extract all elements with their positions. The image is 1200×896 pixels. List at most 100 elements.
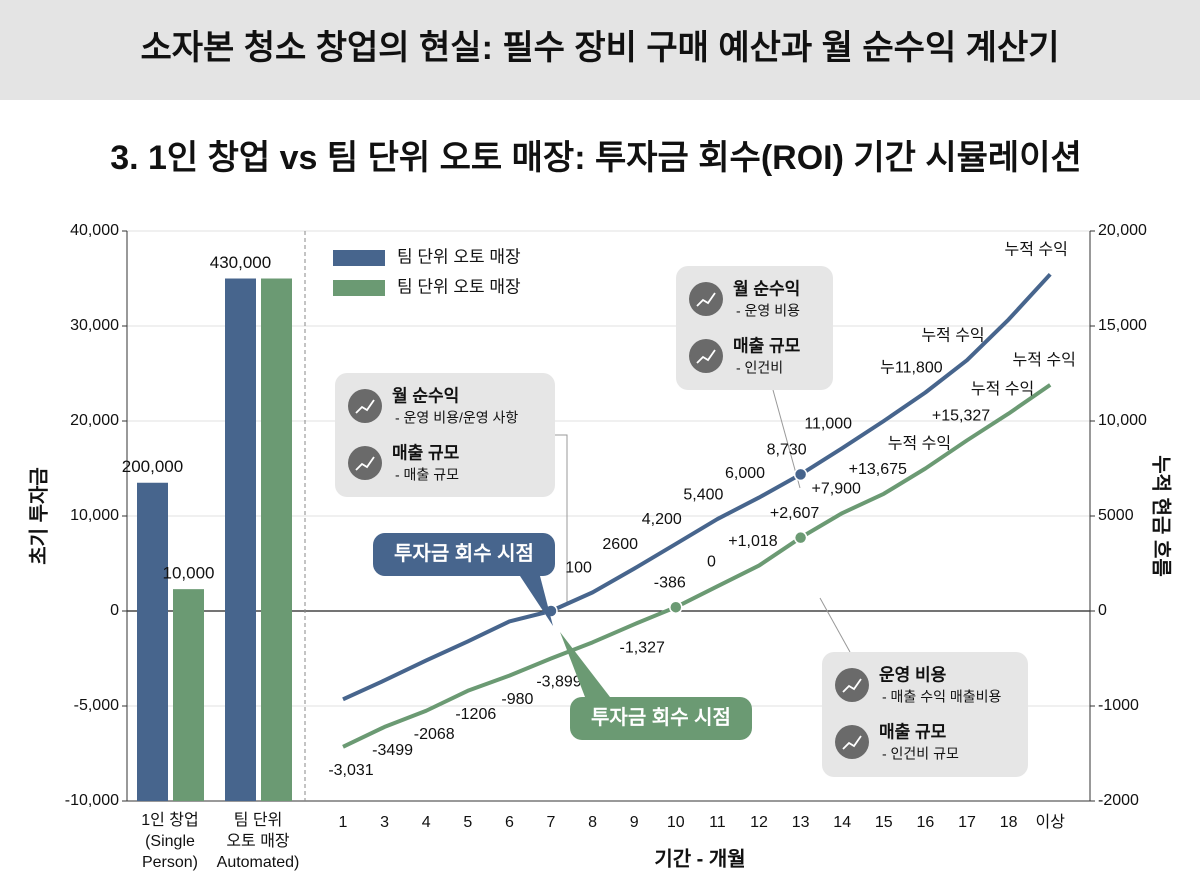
point-label: +2,607 — [770, 505, 819, 522]
x-tick-label: 16 — [917, 814, 935, 831]
point-marker — [669, 600, 683, 614]
callout-sub: - 운영 비용/운영 사항 — [395, 410, 518, 426]
line — [342, 272, 1052, 702]
callout-icon — [348, 389, 382, 423]
callout-icon-glyph — [842, 678, 862, 693]
y-tick-label: 0 — [110, 602, 119, 619]
x-tick-label: 8 — [588, 814, 597, 831]
callout-leader — [555, 434, 568, 605]
point-marker — [793, 530, 808, 545]
x-tick-label: 7 — [547, 814, 556, 831]
callout-heading: 운영 비용 — [879, 665, 947, 684]
x-tick-label: 이상 — [1035, 813, 1065, 831]
legend-swatch — [333, 250, 385, 266]
x-tick-label: 10 — [667, 814, 685, 831]
y-tick-label: 40,000 — [70, 222, 119, 239]
header-band — [0, 0, 1200, 100]
point-label: 5,400 — [683, 486, 723, 503]
point-label: -2068 — [414, 726, 455, 743]
legend-label: 팀 단위 오토 매장 — [397, 247, 521, 266]
breakeven-bubble — [570, 697, 752, 740]
callout-pointer — [520, 576, 553, 626]
y2-tick-label: -1000 — [1098, 697, 1139, 714]
x-tick-label: 14 — [833, 814, 851, 831]
x-tick-label: 6 — [505, 814, 514, 831]
bar-label: 10,000 — [163, 564, 215, 583]
x-tick-label: 12 — [750, 814, 768, 831]
breakeven-label: 투자금 회수 시점 — [394, 542, 534, 565]
legend-swatch — [333, 280, 385, 296]
point-label: 누적 수익 — [888, 435, 951, 453]
x-tick-label: 팀 단위 오토 매장 Automated) — [216, 812, 300, 871]
x-tick-label: 9 — [630, 814, 639, 831]
y2-tick-label: 20,000 — [1098, 222, 1147, 239]
x-axis-label: 기간 - 개월 — [654, 847, 745, 870]
point-label: -3,031 — [328, 762, 373, 779]
bar — [137, 482, 168, 801]
breakeven-label: 투자금 회수 시점 — [591, 706, 731, 729]
callout-icon-glyph — [696, 292, 716, 307]
breakeven-bubble — [373, 533, 555, 576]
y2-tick-label: -2000 — [1098, 792, 1139, 809]
callout-icon-glyph — [355, 399, 375, 414]
bar — [225, 278, 256, 801]
point-label: +15,327 — [932, 408, 990, 425]
callout-box — [822, 652, 1028, 777]
page-header: 소자본 청소 창업의 현실: 필수 장비 구매 예산과 월 순수익 계산기 — [140, 29, 1059, 67]
callout-heading: 매출 규모 — [392, 443, 460, 462]
point-label: +13,675 — [849, 461, 907, 478]
x-tick-label: 11 — [709, 814, 726, 831]
y-axis-label: 초기 투자금 — [27, 467, 50, 565]
y2-tick-label: 0 — [1098, 602, 1107, 619]
callout-icon — [689, 282, 723, 316]
point-label: 8,730 — [767, 442, 807, 459]
x-tick-label: 15 — [875, 814, 893, 831]
point-label: 누적 수익 — [1005, 241, 1068, 259]
x-tick-label: 17 — [958, 814, 976, 831]
bar-label: 430,000 — [210, 253, 271, 272]
callout-leader — [819, 597, 851, 653]
point-label: 6,000 — [725, 465, 765, 482]
chart-title: 3. 1인 창업 vs 팀 단위 오토 매장: 투자금 회수(ROI) 기간 시… — [110, 139, 1082, 177]
y2-axis-label: 누적 현금 흐름 — [1150, 455, 1173, 577]
callout-sub: - 매출 수익 매출비용 — [882, 689, 1001, 705]
point-label: -980 — [501, 691, 533, 708]
x-tick-label: 4 — [422, 814, 431, 831]
point-label: 누적 수익 — [921, 326, 984, 344]
point-label: 누적 수익 — [971, 380, 1034, 398]
x-tick-label: 18 — [1000, 814, 1018, 831]
point-label: -1206 — [455, 706, 496, 723]
y2-tick-label: 10,000 — [1098, 412, 1147, 429]
callout-icon — [835, 668, 869, 702]
y-tick-label: 20,000 — [70, 412, 119, 429]
callout-heading: 월 순수익 — [392, 386, 459, 405]
point-label: 100 — [565, 560, 592, 577]
point-label: -3499 — [372, 742, 413, 759]
callout-icon — [689, 339, 723, 373]
callout-heading: 매출 규모 — [879, 722, 947, 741]
callout-icon-glyph — [842, 735, 862, 750]
callout-sub: - 인건비 — [736, 360, 783, 376]
callout-heading: 월 순수익 — [733, 279, 800, 298]
y-tick-label: 30,000 — [70, 317, 119, 334]
point-label: +7,900 — [812, 480, 861, 497]
point-label: -386 — [654, 574, 686, 591]
x-tick-label: 1인 창업 (Single Person) — [141, 812, 199, 871]
y-tick-label: -5,000 — [74, 697, 119, 714]
y2-tick-label: 5000 — [1098, 507, 1134, 524]
x-tick-label: 13 — [792, 814, 810, 831]
y-tick-label: 10,000 — [70, 507, 119, 524]
point-marker — [793, 467, 808, 482]
x-tick-label: 5 — [463, 814, 472, 831]
y-tick-label: -10,000 — [65, 792, 119, 809]
point-label: 2600 — [602, 536, 638, 553]
bar — [173, 589, 204, 801]
point-label: +1,018 — [728, 533, 777, 550]
point-label: 0 — [707, 554, 716, 571]
callout-heading: 매출 규모 — [733, 336, 801, 355]
bar — [261, 278, 292, 801]
point-label: 누적 수익 — [1013, 351, 1076, 369]
callout-pointer — [560, 632, 610, 697]
